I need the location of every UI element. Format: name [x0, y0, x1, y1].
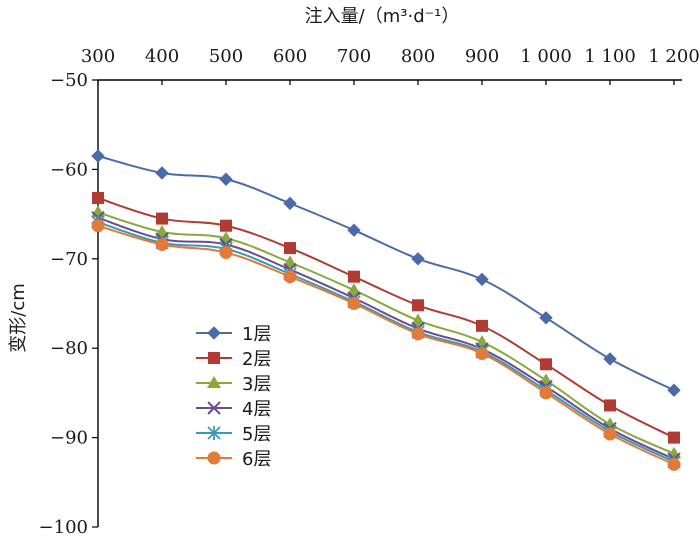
- series-line: [97, 155, 675, 392]
- legend-label: 5层: [242, 424, 271, 445]
- axes: 300 400 500 600 700 800 900 1 000 1 100 1 200 −50 −…: [39, 46, 700, 538]
- legend-marker: [207, 401, 221, 415]
- data-point: [347, 297, 361, 310]
- y-axis-title: 变形/cm: [8, 283, 29, 353]
- legend-label: 1层: [242, 324, 271, 345]
- data-point: [348, 270, 360, 283]
- data-point: [411, 313, 425, 326]
- data-point: [347, 283, 361, 296]
- x-tick-label: 500: [209, 46, 243, 67]
- data-point: [667, 383, 681, 397]
- series-5: [91, 215, 681, 469]
- data-point: [91, 149, 105, 163]
- data-point: [219, 246, 233, 260]
- legend: 1层 2层 3层 4层 5层 6层: [196, 324, 271, 470]
- data-point: [91, 219, 105, 233]
- x-tick-label: 600: [273, 46, 307, 67]
- data-point: [347, 223, 361, 237]
- data-point: [667, 457, 681, 471]
- data-point: [539, 386, 553, 400]
- data-point: [283, 255, 297, 268]
- x-tick-label: 700: [337, 46, 371, 67]
- y-tick-label: −60: [50, 159, 88, 180]
- data-point: [603, 427, 617, 441]
- data-point: [411, 252, 425, 266]
- series-line: [97, 211, 675, 455]
- data-point: [475, 272, 489, 287]
- legend-item: 3层: [196, 374, 271, 395]
- legend-item: 5层: [196, 424, 271, 445]
- legend-label: 6层: [242, 449, 271, 470]
- data-point: [412, 299, 424, 312]
- series-layer: [91, 149, 681, 471]
- y-tick-label: −70: [50, 249, 88, 270]
- x-tick-label: 1 100: [584, 46, 636, 67]
- series-2: [92, 192, 680, 444]
- data-point: [219, 172, 233, 186]
- data-point: [155, 224, 169, 237]
- legend-item: 2层: [196, 349, 271, 370]
- x-tick-label: 900: [465, 46, 499, 67]
- legend-marker: [207, 426, 221, 440]
- data-point: [668, 431, 680, 444]
- series-4: [91, 210, 681, 466]
- data-point: [475, 334, 489, 347]
- legend-item: 1层: [196, 324, 271, 345]
- data-point: [411, 327, 425, 341]
- data-point: [220, 219, 232, 232]
- series-3: [91, 205, 681, 459]
- y-tick-label: −90: [50, 428, 88, 449]
- data-point: [155, 237, 169, 251]
- y-tick-label: −80: [50, 338, 88, 359]
- series-line: [97, 224, 675, 466]
- data-point: [283, 196, 297, 211]
- x-tick-label: 1 200: [648, 46, 700, 67]
- y-tick-label: −50: [50, 70, 88, 91]
- legend-marker: [207, 451, 221, 465]
- legend-marker: [207, 376, 221, 388]
- legend-label: 3层: [242, 374, 271, 395]
- x-axis-title: 注入量/（m³·d⁻¹）: [305, 6, 460, 27]
- legend-label: 2层: [242, 349, 271, 370]
- series-line: [97, 197, 675, 439]
- data-point: [283, 270, 297, 284]
- data-point: [475, 347, 489, 361]
- series-line: [97, 216, 675, 460]
- legend-item: 6层: [196, 449, 271, 470]
- data-point: [92, 192, 104, 205]
- series-6: [91, 219, 681, 471]
- series-1: [91, 149, 681, 397]
- data-point: [155, 166, 169, 180]
- x-tick-label: 400: [145, 46, 179, 67]
- data-point: [284, 242, 296, 255]
- legend-marker: [208, 352, 220, 364]
- x-tick-label: 300: [81, 46, 115, 67]
- data-point: [539, 311, 553, 325]
- data-point: [156, 212, 168, 225]
- legend-item: 4层: [196, 399, 271, 420]
- x-tick-label: 1 000: [520, 46, 572, 67]
- data-point: [603, 352, 617, 366]
- legend-label: 4层: [242, 399, 271, 420]
- data-point: [476, 319, 488, 332]
- data-point: [540, 358, 552, 371]
- legend-marker: [207, 326, 221, 340]
- series-line: [97, 221, 675, 463]
- y-tick-label: −100: [39, 517, 88, 538]
- data-point: [604, 399, 616, 412]
- x-tick-label: 800: [401, 46, 435, 67]
